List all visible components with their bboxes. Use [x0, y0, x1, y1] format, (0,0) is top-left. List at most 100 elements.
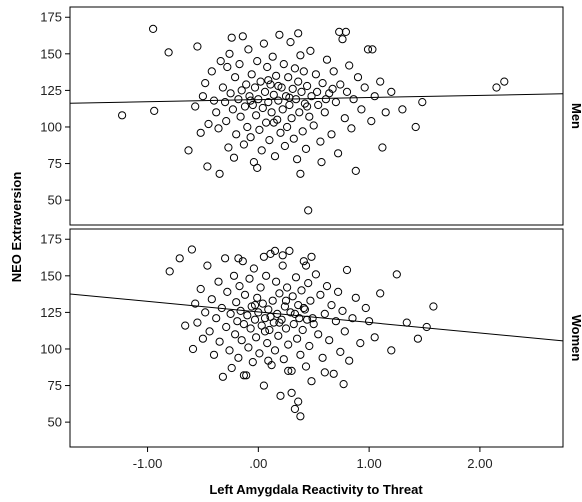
data-point-men [214, 124, 223, 133]
data-point-women [309, 320, 318, 329]
data-point-men [224, 143, 233, 152]
data-point-men [236, 112, 245, 121]
data-point-women [252, 333, 261, 342]
data-point-women [361, 303, 370, 313]
data-point-men [237, 86, 246, 95]
data-point-women [165, 267, 174, 276]
data-point-men [149, 24, 158, 33]
data-point-men [257, 146, 266, 155]
data-point-women [308, 314, 317, 323]
data-point-women [259, 252, 268, 261]
data-point-men [270, 152, 280, 161]
data-point-men [246, 133, 255, 142]
data-point-women [196, 284, 205, 294]
data-point-women [288, 292, 297, 301]
data-point-men [275, 30, 284, 39]
data-point-men [204, 119, 213, 129]
data-point-women [225, 346, 234, 355]
data-point-men [363, 45, 373, 54]
data-point-women [264, 356, 273, 365]
data-point-men [232, 130, 241, 139]
data-point-women [256, 283, 265, 292]
data-point-men [279, 60, 288, 69]
data-point-women [376, 289, 385, 298]
data-point-women [188, 344, 198, 354]
data-point-women [296, 350, 305, 359]
data-point-men [218, 83, 227, 92]
data-point-men [322, 55, 332, 64]
data-point-men [223, 62, 232, 72]
data-point-women [234, 353, 243, 362]
data-point-men [311, 70, 320, 79]
data-point-women [322, 282, 332, 291]
data-point-men [296, 51, 305, 60]
data-point-men [398, 105, 407, 114]
data-point-men [207, 67, 216, 76]
data-point-women [342, 265, 352, 275]
data-point-women [314, 330, 323, 339]
y-tick-label: 50 [48, 415, 62, 430]
data-point-men [222, 117, 231, 126]
data-point-women [253, 293, 262, 302]
data-point-men [235, 60, 244, 69]
panel-women-y-axis: 50 75 100 125 150 175 [40, 232, 70, 430]
data-point-men [274, 96, 283, 105]
data-point-women [278, 261, 287, 270]
data-point-men [285, 93, 294, 102]
data-point-men [278, 105, 287, 114]
data-point-women [235, 282, 244, 291]
data-point-women [209, 350, 219, 359]
x-tick-label: 1.00 [356, 456, 381, 471]
data-point-men [203, 162, 212, 171]
data-point-men [287, 114, 296, 123]
data-point-women [340, 327, 349, 336]
data-point-women [221, 254, 230, 263]
data-point-women [191, 299, 200, 308]
data-point-women [274, 331, 283, 340]
data-point-women [205, 327, 214, 336]
data-point-men [303, 81, 312, 91]
data-point-men [266, 80, 275, 89]
data-point-men [288, 84, 297, 94]
panel-men: Men 50 75 100 125 150 175 [40, 6, 582, 226]
data-point-women [278, 251, 287, 260]
data-point-men [316, 137, 325, 146]
data-point-women [301, 261, 311, 270]
data-point-men [336, 80, 345, 89]
x-tick-label: .00 [249, 456, 267, 471]
data-point-men [247, 70, 256, 79]
data-point-women [248, 358, 257, 367]
data-point-women [229, 271, 239, 280]
data-point-men [280, 141, 289, 151]
data-point-men [267, 108, 276, 117]
data-point-women [356, 339, 365, 348]
data-point-men [367, 117, 376, 126]
data-point-men [378, 143, 387, 152]
data-point-men [500, 77, 509, 86]
data-point-men [351, 166, 360, 175]
data-point-women [226, 309, 235, 318]
data-point-women [187, 245, 196, 254]
data-point-women [429, 302, 438, 311]
data-point-men [239, 140, 248, 149]
data-point-men [286, 38, 295, 47]
data-point-women [266, 249, 275, 258]
data-point-men [240, 102, 250, 111]
data-point-women [239, 371, 248, 380]
data-point-men [164, 48, 173, 57]
data-point-women [287, 388, 296, 397]
data-point-men [227, 33, 236, 42]
data-point-women [281, 296, 291, 305]
data-point-men [347, 124, 356, 133]
data-point-men [191, 102, 200, 111]
data-point-women [365, 317, 374, 326]
data-point-men [368, 45, 377, 54]
y-tick-label: 175 [40, 10, 62, 25]
data-point-men [329, 67, 338, 76]
data-point-women [348, 314, 357, 323]
data-point-men [238, 32, 247, 41]
data-point-men [376, 77, 385, 86]
data-point-men [418, 98, 427, 107]
data-point-women [338, 306, 347, 315]
